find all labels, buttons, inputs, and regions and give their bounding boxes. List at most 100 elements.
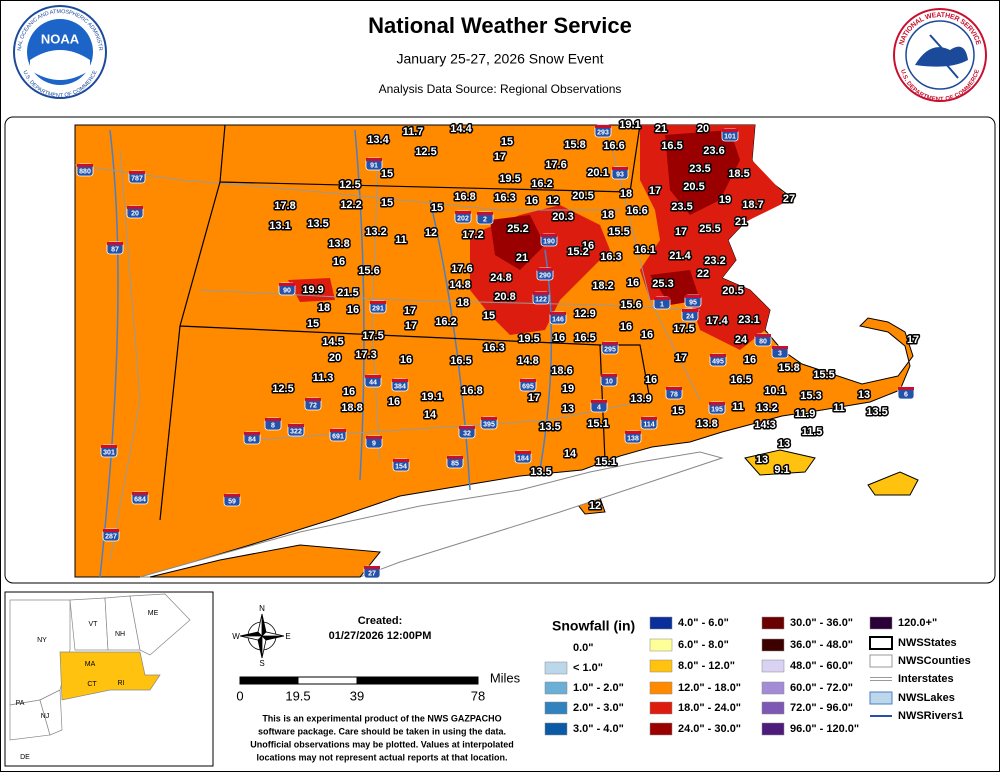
shield-top	[772, 346, 788, 349]
snowfall-report: 16	[620, 321, 632, 333]
shield-label: 291	[372, 305, 384, 312]
shield-label: 27	[368, 570, 376, 577]
shield-label: 84	[248, 436, 256, 443]
shield-label: 880	[79, 168, 91, 175]
snowfall-report: 16	[641, 329, 653, 341]
snowfall-report: 17	[675, 352, 687, 364]
snowfall-report: 14.8	[449, 279, 470, 291]
snowfall-report: 17.5	[362, 330, 383, 342]
shield-label: 3	[778, 350, 782, 357]
legend-label: 0.0"	[573, 642, 594, 654]
snow-area	[490, 215, 545, 270]
snowfall-report: 25.2	[507, 223, 528, 235]
snowfall-report: 25.3	[652, 278, 673, 290]
snowfall-report: 16	[333, 256, 345, 268]
snowfall-report: 12.2	[340, 199, 361, 211]
snowfall-report: 27	[783, 193, 795, 205]
long-island	[139, 451, 724, 578]
shield-label: 2	[483, 216, 487, 223]
snowfall-report: 16	[582, 240, 594, 252]
compass	[239, 613, 285, 659]
snowfall-report: 16.5	[730, 374, 751, 386]
shield-top	[265, 418, 281, 421]
shield-top	[132, 492, 148, 495]
shield-top	[279, 283, 295, 286]
snowfall-report: 13.9	[630, 393, 651, 405]
inset-state-label: RI	[118, 680, 125, 687]
scale-tick: 78	[471, 688, 485, 703]
snowfall-report: 19.1	[619, 119, 640, 131]
legend-label: 2.0" - 3.0"	[573, 702, 624, 714]
island	[744, 449, 816, 476]
disclaimer: locations may not represent actual repor…	[256, 752, 507, 762]
shield-top	[654, 297, 670, 300]
inset-map	[9, 593, 191, 741]
legend-swatch	[649, 722, 673, 736]
snowfall-report: 11.5	[802, 426, 823, 438]
snowfall-report: 12	[589, 500, 601, 512]
snowfall-report: 15	[381, 168, 393, 180]
shield-label: 293	[597, 129, 609, 136]
shield-top	[288, 424, 304, 427]
disclaimer: Unofficial observations may be plotted. …	[250, 739, 514, 749]
snowfall-report: 12	[547, 195, 559, 207]
snowfall-report: 15.1	[587, 418, 608, 430]
snowfall-report: 15.6	[620, 299, 641, 311]
nws-logo: NATIONAL WEATHER SERVICE U.S. DEPARTMENT…	[893, 8, 987, 103]
snowfall-report: 15	[672, 405, 684, 417]
snowfall-report: 17.2	[462, 229, 483, 241]
shield-top	[459, 426, 475, 429]
scale-unit: Miles	[490, 670, 521, 685]
shield-label: 101	[724, 133, 736, 140]
snowfall-report: 13.2	[756, 402, 777, 414]
snowfall-report: 25.5	[699, 223, 720, 235]
snowfall-report: 20.5	[683, 181, 704, 193]
snowfall-report: 17	[404, 305, 416, 317]
shield-top	[625, 431, 641, 434]
shield-top	[305, 398, 321, 401]
scale-tick: 39	[350, 688, 364, 703]
legend-swatch	[544, 722, 568, 736]
snowfall-report: 24.8	[490, 272, 511, 284]
snowfall-report: 12.5	[339, 179, 360, 191]
snowfall-report: 19	[719, 194, 731, 206]
shield-top	[447, 456, 463, 459]
shield-label: 44	[369, 379, 377, 386]
legend-label: 60.0" - 72.0"	[790, 682, 853, 694]
compass-label: S	[259, 659, 264, 668]
shield-top	[722, 129, 738, 132]
shield-label: 384	[394, 383, 406, 390]
shield-top	[612, 167, 628, 170]
snowfall-report: 13.4	[367, 134, 389, 146]
shield-label: 787	[131, 175, 143, 182]
shield-label: 154	[395, 463, 407, 470]
snowfall-report: 14.5	[322, 336, 343, 348]
snowfall-report: 16.6	[603, 140, 624, 152]
snowfall-report: 18	[318, 302, 330, 314]
snowfall-report: 16	[400, 354, 412, 366]
legend-label: 120.0+"	[898, 617, 937, 629]
snowfall-report: 15	[483, 310, 495, 322]
legend-label: NWSRivers1	[898, 710, 963, 722]
snowfall-report: 17.3	[355, 349, 376, 361]
shield-label: 9	[372, 440, 376, 447]
created-label: Created:	[358, 615, 403, 627]
snowfall-report: 13.5	[530, 466, 551, 478]
shield-top	[481, 417, 497, 420]
shield-top	[127, 206, 143, 209]
interstate	[609, 139, 701, 401]
legend-swatch	[869, 654, 893, 668]
shield-label: 80	[759, 338, 767, 345]
snowfall-report: 18	[620, 188, 632, 200]
snowfall-report: 22	[697, 268, 709, 280]
snowfall-report: 13.5	[307, 218, 328, 230]
legend-label: 18.0" - 24.0"	[678, 702, 741, 714]
inset-state-label: NJ	[41, 713, 50, 720]
snowfall-report: 17.6	[451, 263, 472, 275]
shield-top	[602, 342, 618, 345]
snowfall-report: 15	[501, 136, 513, 148]
snowfall-report: 15.5	[813, 369, 834, 381]
snowfall-report: 18.6	[551, 365, 572, 377]
snowfall-report: 19.1	[421, 391, 442, 403]
shield-top	[595, 125, 611, 128]
